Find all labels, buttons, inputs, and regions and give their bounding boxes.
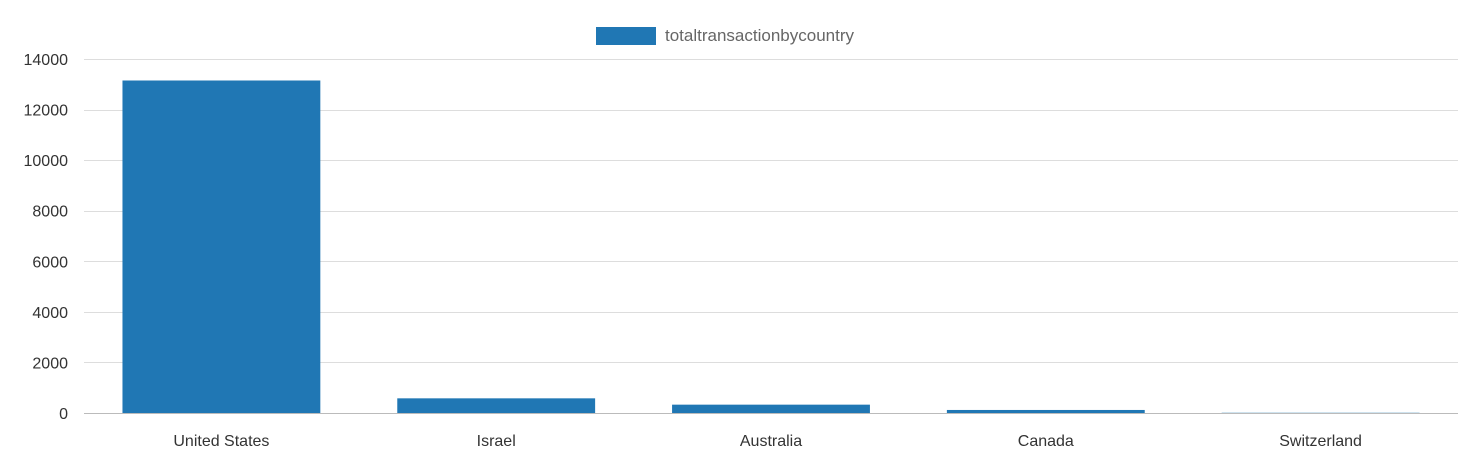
chart-legend[interactable]: totaltransactionbycountry (596, 26, 854, 45)
x-tick-label: Switzerland (1279, 433, 1362, 450)
bar-switzerland[interactable] (1221, 412, 1420, 413)
x-axis-ticks: United States Israel Australia Canada Switze… (173, 433, 1362, 450)
x-tick-label: Australia (740, 433, 802, 450)
legend-label: totaltransactionbycountry (665, 26, 854, 45)
y-tick-label: 4000 (32, 305, 68, 322)
y-axis-ticks: 0 2000 4000 6000 8000 10000 12000 14000 (24, 52, 69, 423)
x-tick-label: Israel (477, 433, 516, 450)
x-tick-label: Canada (1018, 433, 1074, 450)
y-tick-label: 6000 (32, 254, 68, 271)
bar-australia[interactable] (672, 404, 870, 413)
y-tick-label: 10000 (24, 153, 69, 170)
y-tick-label: 14000 (24, 52, 69, 69)
y-tick-label: 0 (59, 406, 68, 423)
y-tick-label: 2000 (32, 355, 68, 372)
bar-united-states[interactable] (122, 80, 321, 413)
y-tick-label: 12000 (24, 103, 69, 120)
bar-series (122, 80, 1420, 413)
bar-israel[interactable] (397, 398, 596, 413)
bar-canada[interactable] (946, 409, 1145, 413)
y-tick-label: 8000 (32, 204, 68, 221)
x-tick-label: United States (173, 433, 269, 450)
legend-swatch (596, 27, 656, 45)
